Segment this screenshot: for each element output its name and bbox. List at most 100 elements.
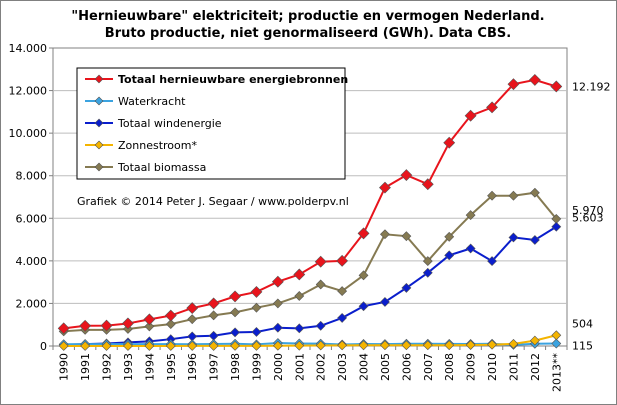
end-labels: 12.192 115 5.603 504 5.970 — [572, 80, 611, 352]
data-point — [58, 341, 69, 351]
data-point — [444, 231, 455, 242]
data-point — [251, 340, 262, 351]
data-point — [358, 301, 369, 312]
chart-title: "Hernieuwbare" elektriciteit; productie … — [71, 9, 544, 24]
legend-swatch-marker — [94, 162, 104, 172]
data-point — [207, 297, 220, 310]
data-point — [508, 338, 519, 349]
data-point — [422, 267, 433, 278]
x-tick-label: 1997 — [208, 353, 221, 381]
end-label: 5.970 — [572, 204, 604, 217]
data-point — [144, 341, 155, 351]
legend-item: Zonnestroom* — [85, 139, 197, 152]
x-tick-label: 2007 — [422, 353, 435, 381]
y-tick-label: 12.000 — [9, 85, 48, 98]
data-point — [380, 340, 390, 351]
data-point — [271, 275, 284, 288]
data-point — [422, 256, 433, 266]
data-point — [101, 341, 112, 351]
end-label: 12.192 — [572, 80, 611, 93]
y-axis: 0 2.000 4.000 6.000 8.000 10.000 12.000 14.000 — [9, 42, 53, 353]
data-point — [529, 187, 540, 198]
data-point — [251, 302, 262, 313]
x-tick-label: 2006 — [400, 353, 413, 381]
x-tick-label: 1991 — [79, 353, 92, 381]
x-tick-label: 2003 — [336, 353, 349, 381]
series-layer — [57, 74, 563, 351]
data-point — [487, 339, 497, 350]
data-point — [358, 340, 369, 351]
data-point — [143, 313, 156, 326]
series-0 — [57, 74, 563, 335]
data-point — [551, 330, 562, 341]
x-tick-label: 1992 — [101, 353, 114, 381]
x-tick-label: 2008 — [443, 353, 456, 381]
y-tick-label: 4.000 — [16, 255, 48, 268]
x-tick-label: 1995 — [165, 353, 178, 381]
data-point — [100, 319, 113, 332]
end-label: 115 — [572, 340, 593, 353]
data-point — [80, 341, 91, 351]
data-point — [229, 290, 241, 303]
data-point — [272, 322, 283, 333]
data-point — [230, 327, 240, 338]
data-point — [294, 340, 305, 351]
data-point — [487, 256, 497, 266]
data-point — [357, 227, 370, 240]
data-point — [165, 319, 176, 329]
data-point — [444, 250, 455, 261]
data-point — [487, 190, 497, 201]
legend-swatch-marker — [94, 140, 104, 150]
data-point — [529, 335, 540, 346]
legend-label: Zonnestroom* — [118, 139, 197, 152]
legend-item: Totaal hernieuwbare energiebronnen — [85, 73, 348, 86]
data-point — [208, 310, 219, 321]
data-point — [337, 286, 348, 297]
x-tick-label: 1998 — [229, 353, 242, 381]
data-point — [123, 341, 133, 351]
x-tick-label: 2001 — [293, 353, 306, 381]
data-point — [122, 317, 134, 330]
legend-label: Totaal biomassa — [117, 161, 206, 174]
data-point — [465, 340, 476, 350]
legend-swatch-marker — [94, 96, 104, 106]
y-tick-label: 8.000 — [16, 170, 48, 183]
data-point — [315, 320, 326, 331]
data-point — [551, 221, 562, 232]
legend: Totaal hernieuwbare energiebronnen Waterk… — [76, 67, 348, 180]
data-point — [443, 136, 456, 149]
data-point — [230, 340, 240, 351]
data-point — [421, 178, 434, 191]
data-point — [528, 74, 541, 86]
end-label: 5.603 — [572, 212, 604, 225]
x-tick-label: 2000 — [272, 353, 285, 381]
data-point — [187, 314, 198, 325]
data-point — [380, 297, 390, 307]
series-3 — [58, 330, 562, 351]
data-point — [294, 291, 305, 301]
data-point — [293, 268, 306, 281]
data-point — [508, 190, 519, 201]
data-point — [464, 109, 477, 122]
legend-label: Totaal hernieuwbare energiebronnen — [118, 73, 348, 86]
data-point — [507, 78, 520, 91]
data-point — [230, 307, 240, 318]
data-point — [379, 181, 391, 194]
data-point — [251, 327, 262, 337]
x-tick-label: 2011 — [507, 353, 520, 381]
x-tick-label: 1996 — [186, 353, 199, 381]
data-point — [272, 340, 283, 351]
x-tick-label: 2010 — [486, 353, 499, 381]
data-point — [444, 340, 455, 351]
x-tick-label: 2009 — [465, 353, 478, 381]
data-point — [57, 322, 70, 335]
legend-swatch-marker — [94, 118, 104, 128]
data-point — [422, 340, 433, 351]
x-tick-label: 2004 — [358, 353, 371, 381]
data-point — [79, 319, 92, 332]
data-point — [164, 309, 177, 322]
x-tick-label: 2012 — [529, 353, 542, 381]
x-tick-label: 2002 — [315, 353, 328, 381]
